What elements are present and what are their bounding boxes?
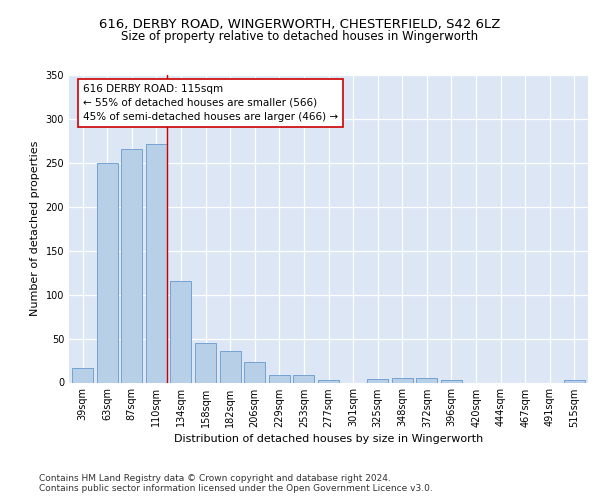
Bar [564,380,585,382]
Bar [392,378,413,382]
Text: Size of property relative to detached houses in Wingerworth: Size of property relative to detached ho… [121,30,479,43]
Bar [97,163,118,382]
Bar [72,368,93,382]
Bar [195,343,216,382]
Text: 616, DERBY ROAD, WINGERWORTH, CHESTERFIELD, S42 6LZ: 616, DERBY ROAD, WINGERWORTH, CHESTERFIE… [100,18,500,31]
Text: 616 DERBY ROAD: 115sqm
← 55% of detached houses are smaller (566)
45% of semi-de: 616 DERBY ROAD: 115sqm ← 55% of detached… [83,84,338,122]
Bar [293,374,314,382]
Bar [244,362,265,382]
Bar [416,378,437,382]
Bar [441,380,462,382]
Y-axis label: Number of detached properties: Number of detached properties [30,141,40,316]
Bar [170,280,191,382]
Bar [146,144,167,382]
Bar [367,379,388,382]
Bar [269,374,290,382]
Bar [121,149,142,382]
Bar [318,380,339,382]
Bar [220,351,241,382]
X-axis label: Distribution of detached houses by size in Wingerworth: Distribution of detached houses by size … [174,434,483,444]
Text: Contains HM Land Registry data © Crown copyright and database right 2024.
Contai: Contains HM Land Registry data © Crown c… [39,474,433,494]
